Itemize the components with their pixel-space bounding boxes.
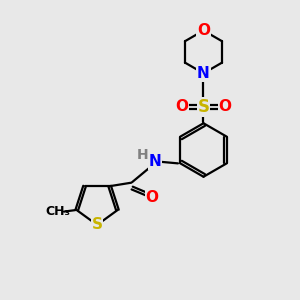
Text: O: O bbox=[146, 190, 159, 205]
Text: O: O bbox=[218, 99, 231, 114]
Text: S: S bbox=[197, 98, 209, 116]
Text: CH₃: CH₃ bbox=[46, 205, 70, 218]
Text: O: O bbox=[176, 99, 189, 114]
Text: N: N bbox=[197, 66, 210, 81]
Text: N: N bbox=[149, 154, 161, 169]
Text: S: S bbox=[92, 218, 103, 232]
Text: H: H bbox=[137, 148, 148, 162]
Text: O: O bbox=[197, 23, 210, 38]
